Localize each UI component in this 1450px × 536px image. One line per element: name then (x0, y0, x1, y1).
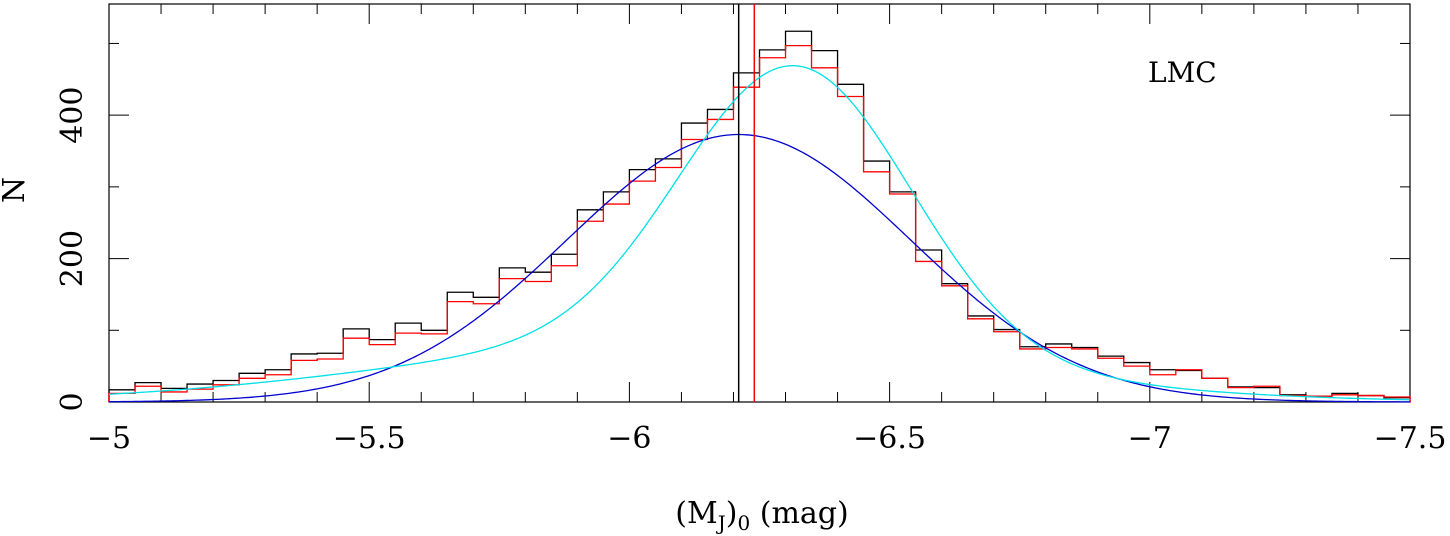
x-axis-label-suffix: (mag) (750, 496, 848, 531)
x-tick-label: −5.5 (333, 421, 406, 456)
y-tick-label: 400 (55, 87, 90, 144)
x-axis-label-mid: ) (726, 496, 738, 531)
plot-frame (108, 3, 1411, 403)
x-axis-label-sub2: 0 (737, 511, 750, 535)
histograms-group (108, 30, 1411, 402)
y-tick-label: 200 (55, 230, 90, 287)
x-tick-label: −6.5 (853, 421, 926, 456)
x-axis-label: (MJ)0 (mag) (675, 496, 848, 535)
x-tick-label: −6 (607, 421, 651, 456)
ticks-group (108, 4, 1411, 403)
fit-curve-1 (108, 133, 1411, 403)
y-axis-label: N (0, 177, 32, 203)
x-tick-label: −5 (87, 421, 131, 456)
fits-group (108, 65, 1411, 403)
tick-labels-group: −5 −5.5 −6 −6.5 −7 −7.5 0 200 400 (55, 87, 1446, 456)
plot-frame-group (108, 3, 1411, 403)
x-axis-label-sub1: J (716, 511, 726, 535)
x-tick-label: −7.5 (1374, 421, 1447, 456)
fit-curve-2 (108, 65, 1411, 401)
y-tick-label: 0 (55, 392, 90, 411)
vlines-group (737, 4, 756, 402)
histogram-series-2 (108, 44, 1411, 402)
annotation-lmc: LMC (1148, 56, 1217, 89)
x-tick-label: −7 (1128, 421, 1172, 456)
x-axis-label-prefix: (M (675, 496, 717, 531)
